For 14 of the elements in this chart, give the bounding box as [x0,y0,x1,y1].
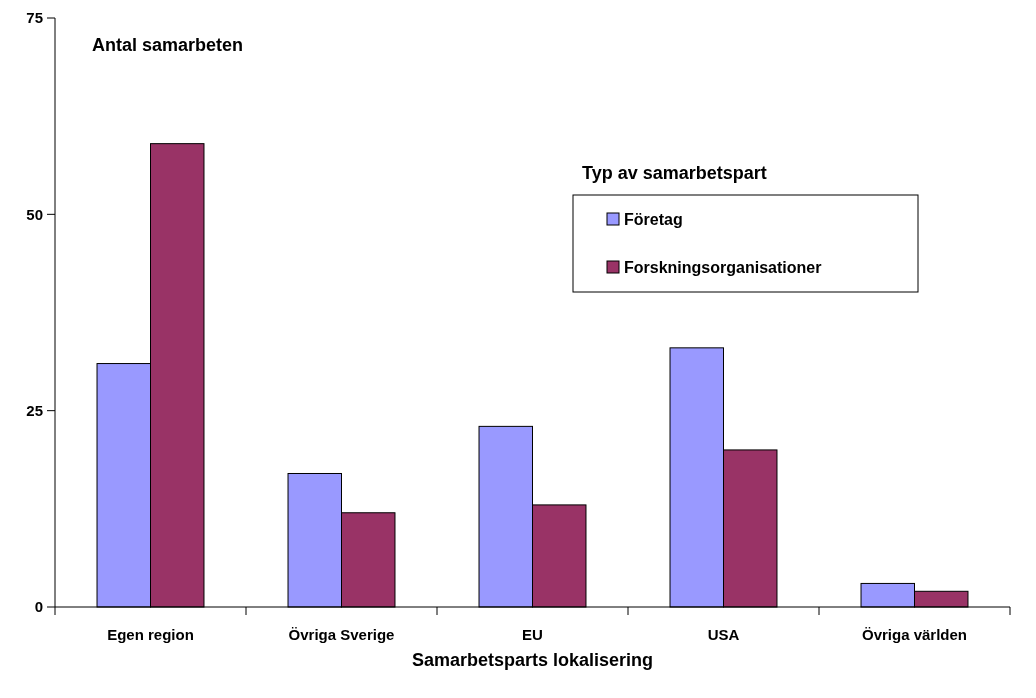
legend-label: Företag [624,210,683,228]
y-tick-label: 50 [26,205,43,223]
x-tick-label: Övriga världen [861,626,968,643]
y-tick-label: 0 [34,598,43,616]
y-tick-label: 25 [26,401,43,419]
x-tick-label: Övriga Sverige [288,626,395,643]
x-tick-label: Egen region [107,626,194,643]
x-tick-label: USA [707,626,740,643]
y-tick-label: 75 [26,9,43,27]
x-axis-title: Samarbetsparts lokalisering [411,650,654,670]
x-tick-label: EU [522,626,543,643]
legend-label: Forskningsorganisationer [624,258,822,276]
y-axis-title: Antal samarbeten [92,35,244,55]
legend-title: Typ av samarbetspart [582,163,767,183]
